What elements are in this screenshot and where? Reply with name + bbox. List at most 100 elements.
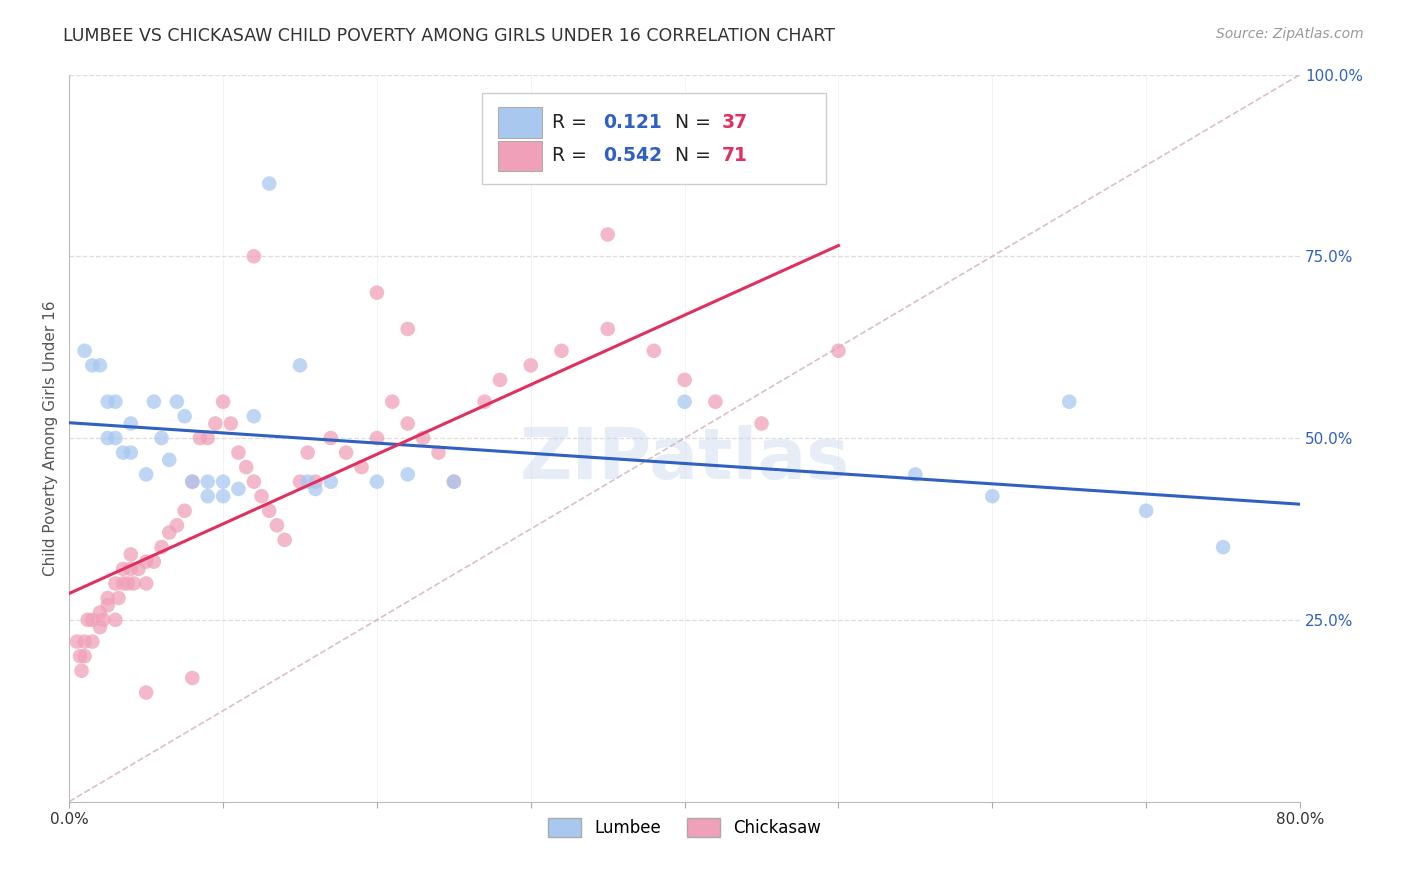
- Point: [97, 431, 120, 445]
- Point: [366, 285, 388, 300]
- Point: [396, 322, 419, 336]
- Point: [297, 475, 319, 489]
- Point: [89, 620, 111, 634]
- Point: [142, 394, 165, 409]
- Point: [97, 599, 120, 613]
- Point: [366, 431, 388, 445]
- Point: [73, 634, 96, 648]
- Point: [166, 394, 188, 409]
- Y-axis label: Child Poverty Among Girls Under 16: Child Poverty Among Girls Under 16: [44, 301, 58, 576]
- Point: [181, 475, 204, 489]
- Point: [212, 394, 235, 409]
- Point: [212, 475, 235, 489]
- Point: [235, 460, 257, 475]
- Point: [173, 409, 195, 424]
- Point: [82, 359, 104, 373]
- Point: [243, 249, 266, 263]
- Point: [228, 445, 250, 459]
- Point: [297, 445, 319, 459]
- Point: [127, 562, 149, 576]
- FancyBboxPatch shape: [498, 141, 541, 171]
- Point: [204, 417, 226, 431]
- Text: N =: N =: [675, 113, 717, 132]
- Point: [550, 343, 572, 358]
- Text: ZIPatlas: ZIPatlas: [520, 425, 849, 494]
- Point: [273, 533, 295, 547]
- Point: [181, 475, 204, 489]
- Point: [412, 431, 434, 445]
- Point: [751, 417, 773, 431]
- Point: [228, 482, 250, 496]
- Point: [82, 634, 104, 648]
- Point: [104, 394, 127, 409]
- Point: [181, 671, 204, 685]
- Point: [396, 417, 419, 431]
- Point: [73, 649, 96, 664]
- Point: [135, 555, 157, 569]
- Point: [89, 359, 111, 373]
- Point: [596, 227, 619, 242]
- Point: [188, 431, 211, 445]
- Point: [142, 555, 165, 569]
- Point: [107, 591, 129, 605]
- Point: [157, 453, 180, 467]
- Point: [120, 562, 142, 576]
- Point: [120, 417, 142, 431]
- Point: [212, 489, 235, 503]
- Point: [150, 540, 173, 554]
- Point: [120, 547, 142, 561]
- Point: [257, 177, 280, 191]
- Point: [1057, 394, 1080, 409]
- Point: [1212, 540, 1234, 554]
- Point: [981, 489, 1004, 503]
- Point: [157, 525, 180, 540]
- Point: [704, 394, 727, 409]
- Point: [257, 504, 280, 518]
- Point: [122, 576, 145, 591]
- Point: [76, 613, 98, 627]
- Point: [243, 475, 266, 489]
- Point: [112, 562, 135, 576]
- Point: [319, 475, 342, 489]
- Point: [197, 489, 219, 503]
- Text: Source: ZipAtlas.com: Source: ZipAtlas.com: [1216, 27, 1364, 41]
- Point: [150, 431, 173, 445]
- Point: [166, 518, 188, 533]
- Point: [827, 343, 849, 358]
- Point: [117, 576, 139, 591]
- Point: [489, 373, 512, 387]
- Text: 37: 37: [721, 113, 748, 132]
- Point: [112, 576, 135, 591]
- Point: [104, 431, 127, 445]
- Point: [443, 475, 465, 489]
- Point: [520, 359, 543, 373]
- Point: [135, 685, 157, 699]
- Text: 0.121: 0.121: [603, 113, 662, 132]
- Point: [197, 431, 219, 445]
- Point: [904, 467, 927, 482]
- Point: [120, 445, 142, 459]
- Text: LUMBEE VS CHICKASAW CHILD POVERTY AMONG GIRLS UNDER 16 CORRELATION CHART: LUMBEE VS CHICKASAW CHILD POVERTY AMONG …: [63, 27, 835, 45]
- Point: [69, 649, 91, 664]
- Point: [104, 576, 127, 591]
- FancyBboxPatch shape: [498, 107, 541, 137]
- Point: [596, 322, 619, 336]
- Text: R =: R =: [551, 146, 592, 165]
- Point: [104, 613, 127, 627]
- Point: [89, 606, 111, 620]
- Point: [366, 475, 388, 489]
- Point: [112, 445, 135, 459]
- FancyBboxPatch shape: [481, 93, 827, 184]
- Point: [288, 475, 311, 489]
- Text: 0.542: 0.542: [603, 146, 662, 165]
- Point: [66, 634, 89, 648]
- Point: [443, 475, 465, 489]
- Point: [1135, 504, 1157, 518]
- Point: [396, 467, 419, 482]
- Point: [319, 431, 342, 445]
- Point: [381, 394, 404, 409]
- Text: 71: 71: [721, 146, 748, 165]
- Point: [70, 664, 93, 678]
- Point: [197, 475, 219, 489]
- Point: [91, 613, 114, 627]
